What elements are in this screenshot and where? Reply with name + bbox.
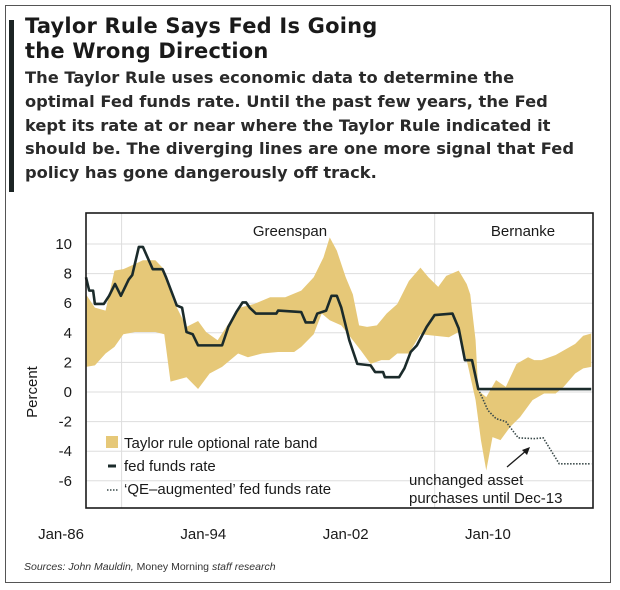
qe-augmented-rate-line [477, 388, 592, 465]
annotation-arrow [506, 449, 528, 468]
title-line: the Wrong Direction [25, 39, 269, 63]
y-tick-label: 2 [64, 354, 72, 371]
description-line: The Taylor Rule uses economic data to de… [25, 68, 515, 87]
legend-band-swatch [106, 436, 118, 448]
annotation: unchanged asset purchases until Dec-13 [409, 447, 562, 507]
description-line: should be. The diverging lines are one m… [25, 139, 574, 159]
x-tick-label: Jan-10 [465, 526, 511, 543]
x-tick-label: Jan-02 [323, 526, 369, 543]
taylor-rule-band [86, 237, 592, 471]
description-line: kept its rate at or near where the Taylo… [25, 115, 551, 135]
description-line: optimal Fed funds rate. Until the past f… [25, 91, 548, 111]
y-tick-label: 8 [64, 266, 72, 283]
sources-prefix: Sources: John Mauldin, [24, 561, 134, 573]
chart-description: The Taylor Rule uses economic data to de… [25, 66, 605, 185]
legend-fed-label: fed funds rate [124, 458, 216, 475]
axis-labels: 10 8 6 4 2 0 -2 -4 -6 Jan-86 Jan-94 Jan-02 Jan-10 [38, 236, 511, 543]
y-tick-label: -6 [59, 473, 72, 490]
chart-marks [84, 237, 592, 471]
y-tick-label: 0 [64, 384, 72, 401]
arrowhead-icon [522, 447, 530, 455]
fed-funds-rate-line [84, 245, 592, 391]
x-tick-label: Jan-86 [38, 526, 84, 543]
y-tick-label: 4 [64, 325, 72, 342]
figure-frame [5, 5, 611, 583]
legend: Taylor rule optional rate band fed funds… [106, 435, 331, 498]
legend-qe-label: ‘QE–augmented’ fed funds rate [124, 481, 331, 498]
annotation-line: purchases until Dec-13 [409, 490, 562, 507]
y-tick-label: -2 [59, 414, 72, 431]
y-tick-label: -4 [59, 443, 72, 460]
title-accent-bar [9, 20, 14, 192]
era-label-bernanke: Bernanke [491, 223, 555, 240]
sources-note: Sources: John Mauldin, Money Morning sta… [24, 561, 276, 573]
sources-publisher: Money Morning [133, 561, 212, 573]
y-axis-label: Percent [24, 365, 41, 418]
y-tick-label: 6 [64, 295, 72, 312]
sources-suffix: staff research [211, 561, 276, 573]
y-tick-label: 10 [55, 236, 72, 253]
plot-frame [85, 212, 594, 509]
legend-band-label: Taylor rule optional rate band [124, 435, 317, 452]
description-line: policy has gone dangerously off track. [25, 163, 377, 183]
era-label-greenspan: Greenspan [253, 223, 327, 240]
chart-title: Taylor Rule Says Fed Is Going the Wrong … [25, 14, 378, 64]
annotation-line: unchanged asset [409, 472, 524, 489]
title-line: Taylor Rule Says Fed Is Going [25, 14, 378, 38]
x-tick-label: Jan-94 [180, 526, 226, 543]
